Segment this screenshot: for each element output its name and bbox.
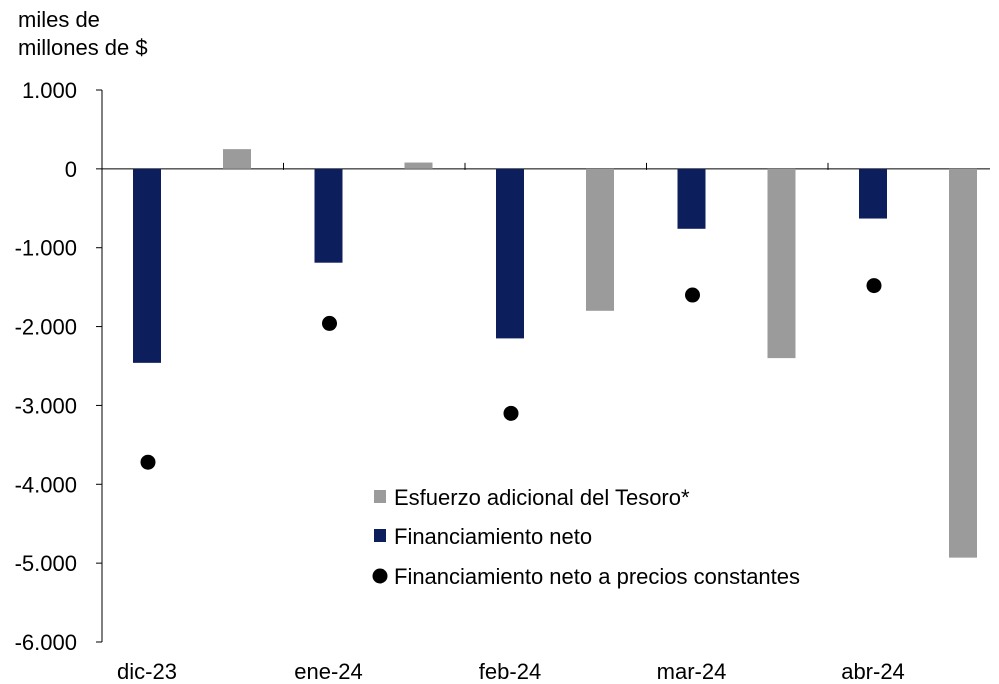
legend-swatch-financiamiento bbox=[374, 529, 386, 542]
y-tick-label: 0 bbox=[65, 157, 77, 182]
y-tick-label: -2.000 bbox=[15, 315, 77, 340]
bar-financiamiento-neto bbox=[314, 168, 343, 263]
legend-label-financiamiento: Financiamiento neto bbox=[394, 524, 592, 549]
x-tick-label: abr-24 bbox=[841, 659, 905, 684]
bar-esfuerzo-adicional bbox=[586, 168, 614, 311]
legend-label-constantes: Financiamiento neto a precios constantes bbox=[394, 564, 800, 589]
y-tick-label: -5.000 bbox=[15, 551, 77, 576]
x-tick-label: feb-24 bbox=[479, 659, 541, 684]
y-tick-label: -6.000 bbox=[15, 630, 77, 655]
point-financiamiento-constante bbox=[866, 278, 882, 294]
legend-label-esfuerzo: Esfuerzo adicional del Tesoro* bbox=[394, 485, 690, 510]
bar-financiamiento-neto bbox=[859, 168, 887, 219]
legend-swatch-esfuerzo bbox=[374, 490, 386, 503]
x-tick-label: mar-24 bbox=[657, 659, 727, 684]
point-financiamiento-constante bbox=[140, 454, 156, 470]
bar-financiamiento-neto bbox=[496, 168, 524, 339]
x-tick-label: ene-24 bbox=[294, 659, 363, 684]
y-tick-label: -1.000 bbox=[15, 236, 77, 261]
point-financiamiento-constante bbox=[685, 287, 700, 303]
x-tick-label: dic-23 bbox=[117, 659, 177, 684]
bar-financiamiento-neto bbox=[677, 168, 706, 229]
y-unit-label-line2: millones de $ bbox=[18, 35, 148, 60]
bar-esfuerzo-adicional bbox=[404, 162, 433, 169]
bar-financiamiento-neto bbox=[133, 168, 161, 363]
point-financiamiento-constante bbox=[503, 405, 519, 421]
y-tick-label: -3.000 bbox=[15, 393, 77, 418]
bar-esfuerzo-adicional bbox=[767, 168, 796, 359]
y-tick-label: -4.000 bbox=[15, 472, 77, 497]
point-financiamiento-constante bbox=[322, 315, 337, 331]
bar-esfuerzo-adicional bbox=[223, 149, 251, 169]
y-unit-label-line1: miles de bbox=[18, 7, 100, 32]
legend-marker-constantes bbox=[372, 568, 388, 584]
y-tick-label: 1.000 bbox=[22, 78, 77, 103]
bar-esfuerzo-adicional bbox=[949, 168, 977, 558]
